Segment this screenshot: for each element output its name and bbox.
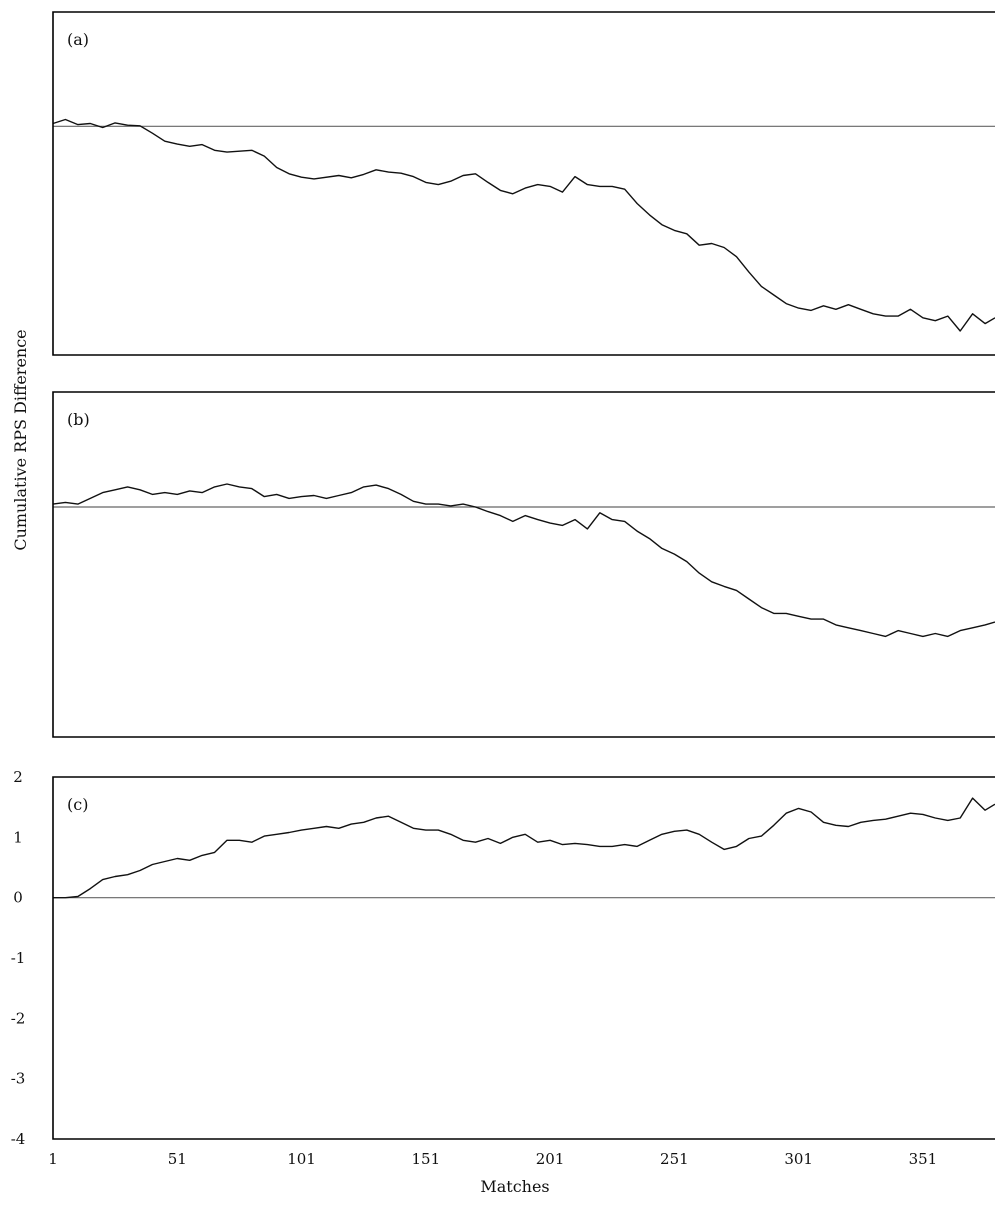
panels-layer: (a) (b) (c) 2 1 0 -1 -2 -3 -4	[11, 11, 995, 1148]
y-axis-title: Cumulative RPS Difference	[11, 329, 30, 550]
panel-frame	[52, 11, 995, 356]
x-tick-label: 51	[168, 1150, 187, 1168]
panel-label: (b)	[67, 410, 90, 429]
series-line	[53, 797, 995, 899]
y-tick-label: -2	[11, 1009, 26, 1027]
x-tick-label: 251	[660, 1150, 689, 1168]
y-tick-label: -1	[11, 949, 26, 967]
x-axis-title: Matches	[480, 1177, 549, 1196]
panel-a: (a)	[52, 11, 995, 356]
x-tick-label: 101	[287, 1150, 316, 1168]
x-tick-labels: 1 51 101 151 201 251 301 351	[48, 1150, 937, 1168]
y-tick-label: 0	[13, 889, 23, 907]
series-line	[52, 483, 995, 638]
series-line	[52, 118, 995, 332]
y-tick-label: -3	[11, 1070, 26, 1088]
panel-label: (c)	[67, 795, 88, 814]
y-tick-label: 2	[13, 768, 23, 786]
x-tick-label: 151	[412, 1150, 441, 1168]
y-tick-label: 1	[13, 828, 23, 846]
x-tick-label: 1	[48, 1150, 58, 1168]
x-tick-label: 301	[784, 1150, 813, 1168]
panel-c: (c) 2 1 0 -1 -2 -3 -4	[11, 768, 995, 1148]
panel-frame	[52, 776, 995, 1140]
x-tick-label: 201	[536, 1150, 565, 1168]
y-tick-label: -4	[11, 1130, 26, 1148]
panel-frame	[52, 391, 995, 738]
panel-label: (a)	[67, 30, 89, 49]
x-tick-label: 351	[909, 1150, 938, 1168]
panel-b: (b)	[52, 391, 995, 738]
